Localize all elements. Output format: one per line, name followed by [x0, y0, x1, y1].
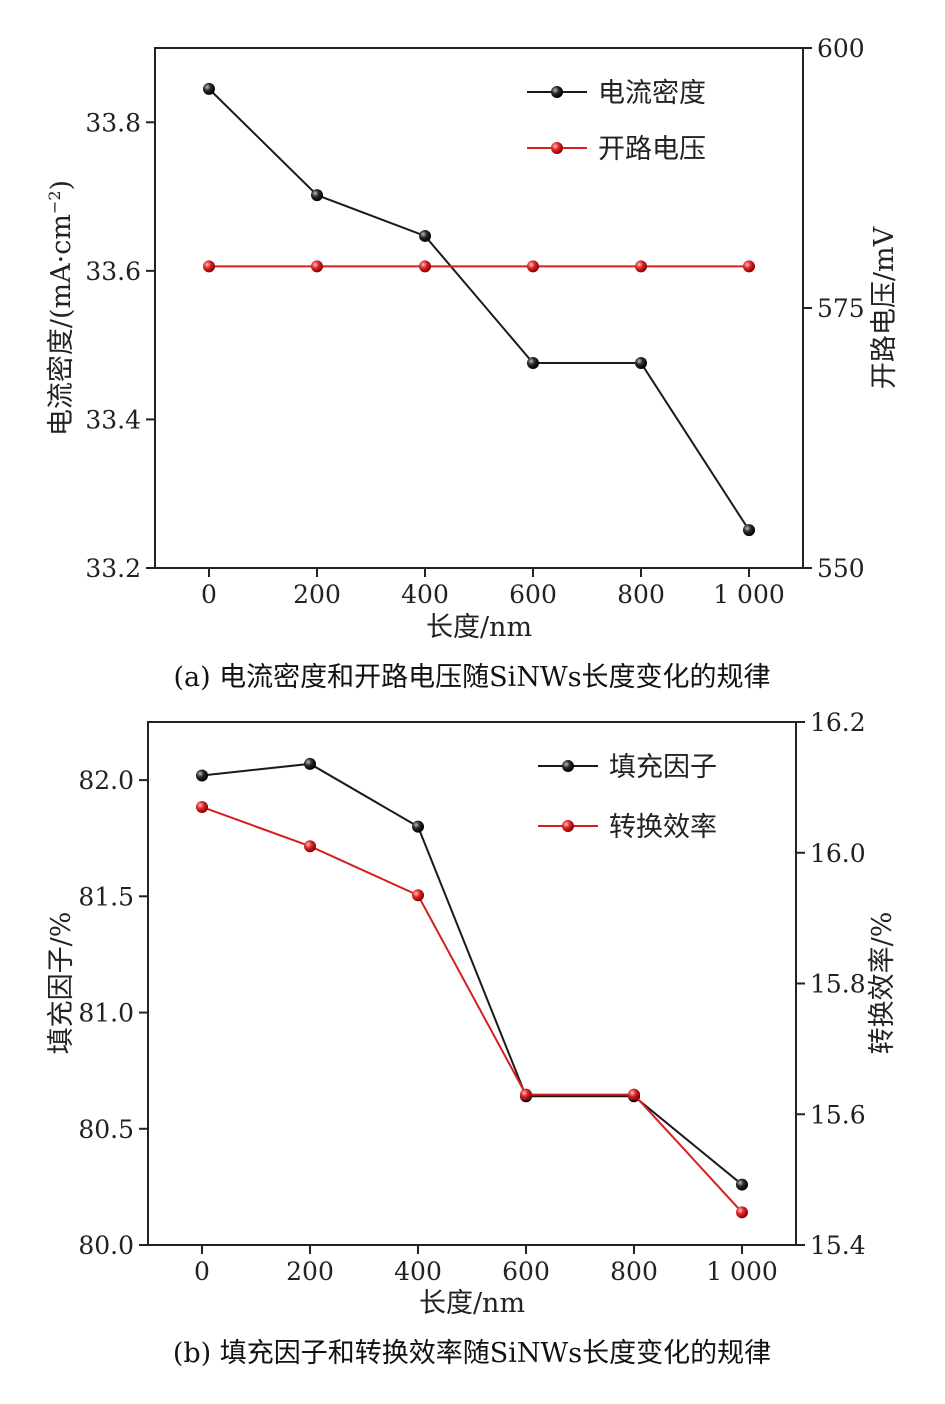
data-point-a-1: [203, 260, 215, 273]
y-axis-right-a: 550 575 600: [803, 34, 865, 583]
data-point-a-0: [419, 229, 431, 242]
y-tick-label-b: 80.0: [78, 1231, 134, 1260]
legend-label-fill-factor: 填充因子: [609, 752, 717, 783]
data-point-b-1: [412, 889, 424, 902]
legend-b: 填充因子 转换效率: [538, 752, 717, 843]
data-point-a-1: [419, 260, 431, 273]
series-line-b-0: [201, 762, 743, 1186]
y-tick-label-b: 80.5: [78, 1115, 134, 1144]
caption-a: (a) 电流密度和开路电压随SiNWs长度变化的规律: [173, 662, 770, 693]
data-point-a-0: [635, 356, 647, 369]
chart-panel-a: 0 200 400 600 800 1 000 33.233.433.633.8 5505…: [45, 34, 900, 693]
x-axis-label-b: 长度/nm: [419, 1288, 525, 1319]
legend-marker-open-circuit-voltage: [551, 142, 563, 154]
y2-tick-label-b: 15.6: [810, 1100, 866, 1129]
x-tick-label-a: 800: [617, 580, 665, 609]
y2-tick-label-a: 550: [817, 554, 865, 583]
data-point-a-1: [527, 260, 539, 273]
y2-axis-label-a: 开路电压/mV: [869, 226, 900, 389]
legend-label-current-density: 电流密度: [598, 78, 706, 109]
data-point-a-1: [635, 260, 647, 273]
y2-tick-label-a: 575: [817, 294, 865, 323]
data-point-a-0: [527, 356, 539, 369]
x-axis-a: 0 200 400 600 800 1 000: [201, 568, 785, 609]
y-axis-label-b: 填充因子/%: [46, 912, 77, 1055]
y-axis-label-a: 电流密度/(mA·cm−2): [45, 180, 77, 436]
y-axis-left-a: 33.2 33.4 33.6 33.8: [85, 108, 155, 583]
data-point-b-1: [736, 1206, 748, 1219]
data-point-b-1: [520, 1088, 532, 1101]
data-point-b-1: [196, 800, 208, 813]
x-tick-label-b: 600: [502, 1257, 550, 1286]
data-point-b-0: [736, 1178, 748, 1191]
x-tick-label-b: 400: [394, 1257, 442, 1286]
plot-frame-a: [154, 47, 804, 569]
x-tick-label-b: 200: [286, 1257, 334, 1286]
legend-a: 电流密度 开路电压: [527, 78, 706, 165]
series-line-b-1: [201, 806, 743, 1213]
x-axis-b: 0 200 400 600 800 1 000: [194, 1245, 778, 1286]
legend-marker-fill-factor: [562, 760, 574, 772]
y-tick-label-b: 82.0: [78, 766, 134, 795]
data-point-b-0: [304, 757, 316, 770]
y-tick-label-a: 33.4: [85, 405, 141, 434]
data-point-b-1: [628, 1088, 640, 1101]
caption-b: (b) 填充因子和转换效率随SiNWs长度变化的规律: [173, 1338, 771, 1369]
data-point-b-0: [412, 820, 424, 833]
y2-tick-label-b: 15.4: [810, 1231, 866, 1260]
legend-marker-current-density: [551, 86, 563, 98]
y2-tick-label-a: 600: [817, 34, 865, 63]
y2-tick-label-b: 16.2: [810, 708, 866, 737]
y2-tick-label-b: 16.0: [810, 839, 866, 868]
x-tick-label-b: 800: [610, 1257, 658, 1286]
legend-marker-conversion-efficiency: [562, 820, 574, 832]
series-layer-a: [203, 82, 755, 537]
y2-axis-label-b: 转换效率/%: [867, 912, 898, 1055]
data-point-a-1: [743, 260, 755, 273]
x-tick-label-a: 400: [401, 580, 449, 609]
x-tick-label-a: 0: [201, 580, 217, 609]
y2-tick-label-b: 15.8: [810, 970, 866, 999]
data-point-a-0: [311, 189, 323, 202]
data-point-b-0: [196, 769, 208, 782]
x-tick-label-a: 200: [293, 580, 341, 609]
x-tick-label-b: 1 000: [706, 1257, 778, 1286]
y-tick-label-a: 33.6: [85, 257, 141, 286]
x-tick-label-b: 0: [194, 1257, 210, 1286]
x-axis-label-a: 长度/nm: [426, 612, 532, 643]
chart-panel-b: 0 200 400 600 800 1 000 80.080.581.081.582.0 …: [46, 708, 898, 1369]
y-axis-left-b: 80.0 80.5 81.0 81.5 82.0: [78, 766, 148, 1260]
data-point-a-0: [203, 82, 215, 95]
legend-label-conversion-efficiency: 转换效率: [609, 812, 717, 843]
y-tick-label-a: 33.2: [85, 554, 141, 583]
y-tick-label-a: 33.8: [85, 108, 141, 137]
y-tick-label-b: 81.0: [78, 999, 134, 1028]
data-point-a-0: [743, 524, 755, 537]
legend-label-open-circuit-voltage: 开路电压: [598, 134, 706, 165]
series-layer-b: [196, 757, 748, 1219]
series-line-a-0: [208, 88, 750, 531]
data-point-b-1: [304, 840, 316, 853]
data-point-a-1: [311, 260, 323, 273]
y-axis-right-b: 15.4 15.6 15.8 16.0 16.2: [796, 708, 866, 1260]
x-tick-label-a: 600: [509, 580, 557, 609]
y-tick-label-b: 81.5: [78, 882, 134, 911]
x-tick-label-a: 1 000: [713, 580, 785, 609]
